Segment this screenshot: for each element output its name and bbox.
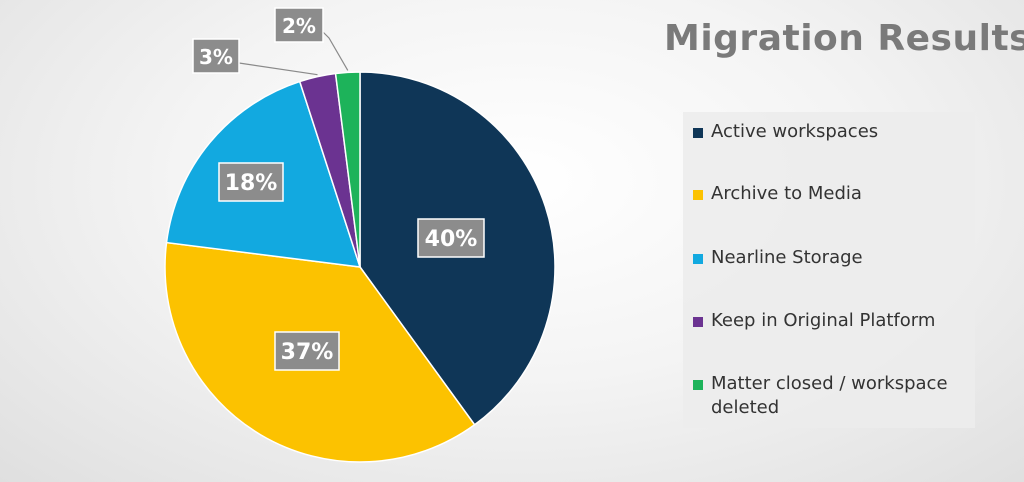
- data-label-text: 40%: [425, 227, 478, 252]
- legend-swatch: [693, 317, 703, 327]
- data-label-box: [274, 331, 340, 371]
- legend-item-active-workspaces: Active workspaces: [693, 120, 968, 144]
- legend-label: Archive to Media: [711, 183, 862, 204]
- data-label-archive-to-media: 37%: [274, 331, 340, 371]
- data-label-active-workspaces: 40%: [417, 218, 485, 258]
- legend-item-matter-closed: Matter closed / workspace deleted: [693, 372, 968, 420]
- legend-swatch: [693, 128, 703, 138]
- legend-item-archive-to-media: Archive to Media: [693, 182, 968, 206]
- legend: Active workspaces Archive to Media Nearl…: [683, 112, 975, 428]
- legend-swatch: [693, 254, 703, 264]
- data-label-text: 18%: [225, 171, 278, 196]
- pie-slices: [164, 71, 556, 463]
- data-label-box: [218, 162, 284, 202]
- data-label-box: [274, 7, 324, 43]
- legend-label: Matter closed / workspace deleted: [711, 373, 948, 418]
- legend-label: Keep in Original Platform: [711, 310, 936, 331]
- data-label-nearline-storage: 18%: [218, 162, 284, 202]
- data-label-text: 3%: [199, 45, 233, 69]
- data-label-text: 2%: [282, 14, 316, 38]
- legend-swatch: [693, 380, 703, 390]
- chart-title: Migration Results: [664, 18, 1024, 59]
- legend-swatch: [693, 190, 703, 200]
- data-label-keep-in-original-platform: 3%: [192, 38, 240, 74]
- leader-lines: [238, 31, 349, 76]
- pie-slice-matter-closed: [334, 71, 361, 268]
- data-label-matter-closed: 2%: [274, 7, 324, 43]
- data-label-box: [417, 218, 485, 258]
- legend-label: Active workspaces: [711, 121, 879, 142]
- legend-item-nearline-storage: Nearline Storage: [693, 246, 968, 270]
- data-labels: 40% 37% 18% 3% 2%: [192, 7, 485, 371]
- legend-label: Nearline Storage: [711, 247, 863, 268]
- data-label-text: 37%: [281, 340, 334, 365]
- legend-item-keep-in-original-platform: Keep in Original Platform: [693, 309, 968, 333]
- leader-line-keep-in-original-platform: [238, 62, 318, 76]
- leader-line-matter-closed: [322, 31, 349, 71]
- data-label-box: [192, 38, 240, 74]
